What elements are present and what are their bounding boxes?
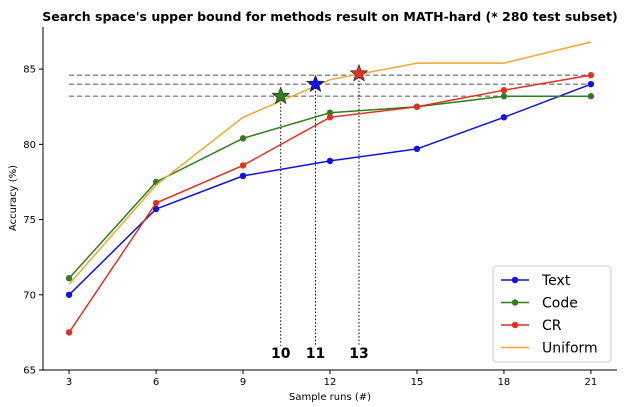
y-tick-label: 80: [23, 140, 36, 151]
data-point-text: [587, 80, 595, 88]
data-point-cr: [152, 199, 160, 207]
plot-area: 3 6 9 12 15 18 21 65 70 75 80 85 10 11 13: [23, 27, 617, 388]
data-point-code: [65, 275, 73, 282]
star-label-10: 10: [271, 346, 291, 362]
x-tick-label: 9: [240, 377, 246, 388]
data-point-code: [326, 109, 334, 116]
x-tick-label: 3: [66, 377, 72, 388]
y-tick-label: 70: [23, 290, 36, 301]
y-tick-label: 75: [23, 215, 36, 226]
x-tick-label: 12: [324, 377, 337, 388]
data-point-text: [152, 205, 160, 213]
y-tick-label: 65: [23, 366, 36, 377]
data-point-text: [239, 172, 247, 180]
legend-label-uniform: Uniform: [542, 341, 598, 357]
series-line-uniform: [68, 41, 592, 285]
data-point-cr: [500, 86, 508, 94]
legend: Text Code CR Uniform: [492, 265, 612, 363]
x-axis-label: Sample runs (#): [289, 392, 371, 402]
data-point-cr: [239, 162, 247, 169]
data-point-cr: [587, 71, 595, 79]
data-point-text: [500, 114, 508, 121]
data-point-cr: [413, 103, 421, 110]
data-point-text: [413, 145, 421, 153]
data-point-text: [65, 291, 73, 298]
series-line-code: [68, 95, 591, 279]
y-axis-label: Accuracy (%): [8, 165, 19, 231]
legend-swatch-marker: [511, 276, 519, 284]
star-label-13: 13: [349, 346, 368, 362]
legend-box: [492, 265, 612, 363]
data-point-text: [326, 157, 334, 165]
data-point-code: [500, 93, 508, 100]
star-marker-11: [306, 74, 325, 93]
y-tick-label: 85: [23, 65, 36, 76]
star-label-11: 11: [306, 346, 325, 362]
legend-swatch-marker: [511, 321, 519, 329]
data-point-code: [587, 93, 595, 100]
legend-label-text: Text: [541, 273, 571, 289]
x-tick-label: 6: [153, 377, 159, 388]
legend-swatch-marker: [511, 299, 519, 306]
chart-title: Search space's upper bound for methods r…: [42, 9, 617, 24]
data-point-cr: [326, 114, 334, 121]
legend-label-cr: CR: [542, 318, 562, 334]
x-tick-label: 18: [498, 377, 511, 388]
x-tick-label: 21: [585, 377, 598, 388]
data-point-code: [239, 135, 247, 142]
x-tick-label: 15: [411, 377, 424, 388]
data-point-cr: [65, 329, 73, 336]
star-marker-10: [271, 86, 291, 105]
star-marker-13: [349, 63, 369, 82]
legend-label-code: Code: [542, 296, 578, 312]
